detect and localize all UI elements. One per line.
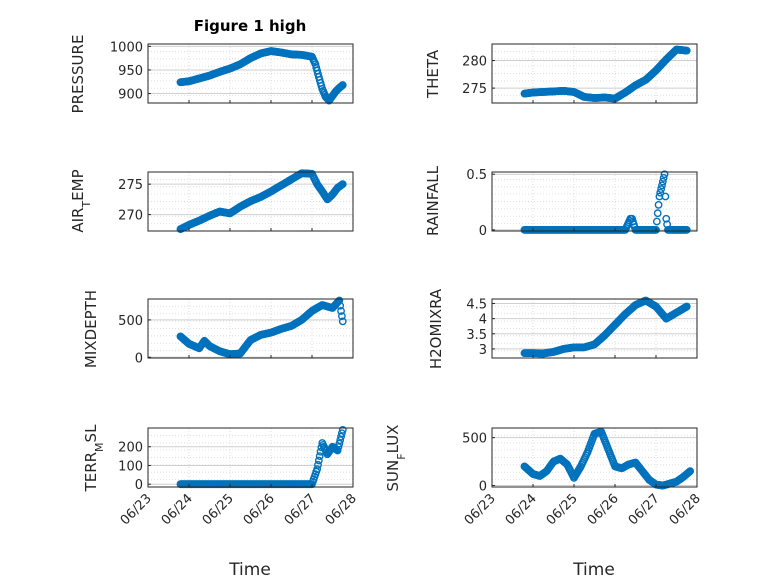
y-tick-label: 500 <box>462 432 487 447</box>
terr-msl-axes-box <box>147 427 354 488</box>
data-point <box>338 425 347 434</box>
h2omixra-ylabel: H2OMIXRA <box>427 288 445 369</box>
y-tick-label: 280 <box>462 55 487 70</box>
panel-mixdepth: 0 500 MIXDEPTH <box>82 290 354 368</box>
data-point <box>334 297 343 306</box>
terr-msl-ylabel: TERRMSL <box>82 424 106 493</box>
y-tick-label: 500 <box>118 314 143 329</box>
air-temp-ticks: 270 275 <box>118 178 354 231</box>
panel-air-temp: 270 275 AIRTEMP <box>69 169 354 234</box>
rainfall-axes-box <box>491 171 698 232</box>
data-point <box>662 214 671 223</box>
data-point <box>314 460 322 469</box>
data-point <box>652 217 661 226</box>
h2omixra-axes-box <box>491 298 698 359</box>
theta-axes-box <box>491 43 698 104</box>
data-point <box>338 180 347 189</box>
data-point <box>682 46 691 55</box>
theta-ylabel: THETA <box>424 49 442 99</box>
data-point <box>335 296 344 305</box>
y-tick-label: 270 <box>118 209 143 224</box>
data-point <box>660 170 669 179</box>
chart-title: Figure 1 high <box>194 17 307 35</box>
mixdepth-series <box>176 296 347 359</box>
data-point <box>682 225 691 234</box>
y-tick-label: 4 <box>479 313 487 328</box>
rainfall-series <box>520 170 691 234</box>
data-point <box>656 188 665 197</box>
y-tick-label: 0 <box>135 478 143 493</box>
panel-h2omixra: 33.544.5 H2OMIXRA <box>427 288 698 369</box>
pressure-axes-box <box>147 43 354 104</box>
theta-ticks: 275 280 <box>462 55 698 103</box>
data-point <box>337 307 345 315</box>
mixdepth-axes-box <box>147 298 354 359</box>
data-point <box>338 81 347 89</box>
y-tick-label: 950 <box>118 64 143 79</box>
data-point <box>682 302 691 311</box>
sun-flux-ylabel: SUNFLUX <box>384 425 408 492</box>
data-point <box>314 456 323 465</box>
y-tick-label: 275 <box>462 82 487 97</box>
data-point <box>659 174 668 182</box>
data-point <box>313 465 322 474</box>
mixdepth-ticks: 0 500 <box>118 314 354 366</box>
pressure-ylabel: PRESSURE <box>69 35 87 114</box>
data-point <box>337 429 346 438</box>
data-point <box>652 225 660 234</box>
data-point <box>337 312 346 321</box>
data-point <box>336 301 345 310</box>
y-tick-label: 900 <box>118 88 143 103</box>
h2omixra-ticks: 33.544.5 <box>466 298 698 358</box>
y-tick-label: 275 <box>118 178 143 193</box>
right-xlabel: Time <box>572 560 615 580</box>
pressure-ticks: 900 950 1000 <box>110 40 354 103</box>
y-tick-label: 3 <box>479 343 487 358</box>
data-point <box>658 177 667 186</box>
data-point <box>333 446 342 455</box>
data-point <box>315 452 324 460</box>
y-tick-label: 100 <box>118 459 143 474</box>
data-point <box>337 432 345 441</box>
data-point <box>658 181 666 190</box>
y-tick-label: 3.5 <box>466 328 487 343</box>
mixdepth-ylabel: MIXDEPTH <box>82 290 100 368</box>
panel-theta: 275 280 THETA <box>424 43 698 104</box>
panel-rainfall: 00.5 RAINFALL <box>424 165 698 239</box>
data-point <box>336 436 345 445</box>
air-temp-axes-box <box>147 171 354 232</box>
air-temp-ylabel: AIRTEMP <box>69 169 93 232</box>
pressure-series <box>176 47 347 105</box>
sun-flux-series <box>520 427 695 490</box>
panel-pressure: 900 950 1000 Figure 1 high PRESSURE <box>69 17 354 114</box>
air-temp-series <box>176 169 347 234</box>
terr-msl-grid <box>147 428 354 487</box>
data-point <box>654 200 663 209</box>
y-tick-label: 0 <box>479 480 487 495</box>
sun-flux-axes-box <box>491 427 698 488</box>
y-tick-label: 0.5 <box>466 168 487 183</box>
data-point <box>686 467 695 476</box>
y-tick-label: 4.5 <box>466 298 487 313</box>
y-tick-label: 1000 <box>110 40 143 55</box>
y-tick-label: 0 <box>135 351 143 366</box>
rainfall-ticks: 00.5 <box>466 168 698 239</box>
data-point <box>338 317 347 326</box>
data-point <box>661 192 670 201</box>
data-point <box>653 209 662 218</box>
data-point <box>657 185 666 193</box>
left-xlabel: Time <box>228 560 271 580</box>
data-point <box>334 443 343 451</box>
data-point <box>335 439 344 448</box>
y-tick-label: 0 <box>479 224 487 239</box>
y-tick-label: 200 <box>118 441 143 456</box>
theta-series <box>520 45 691 103</box>
rainfall-ylabel: RAINFALL <box>424 165 442 236</box>
h2omixra-series <box>520 296 691 358</box>
